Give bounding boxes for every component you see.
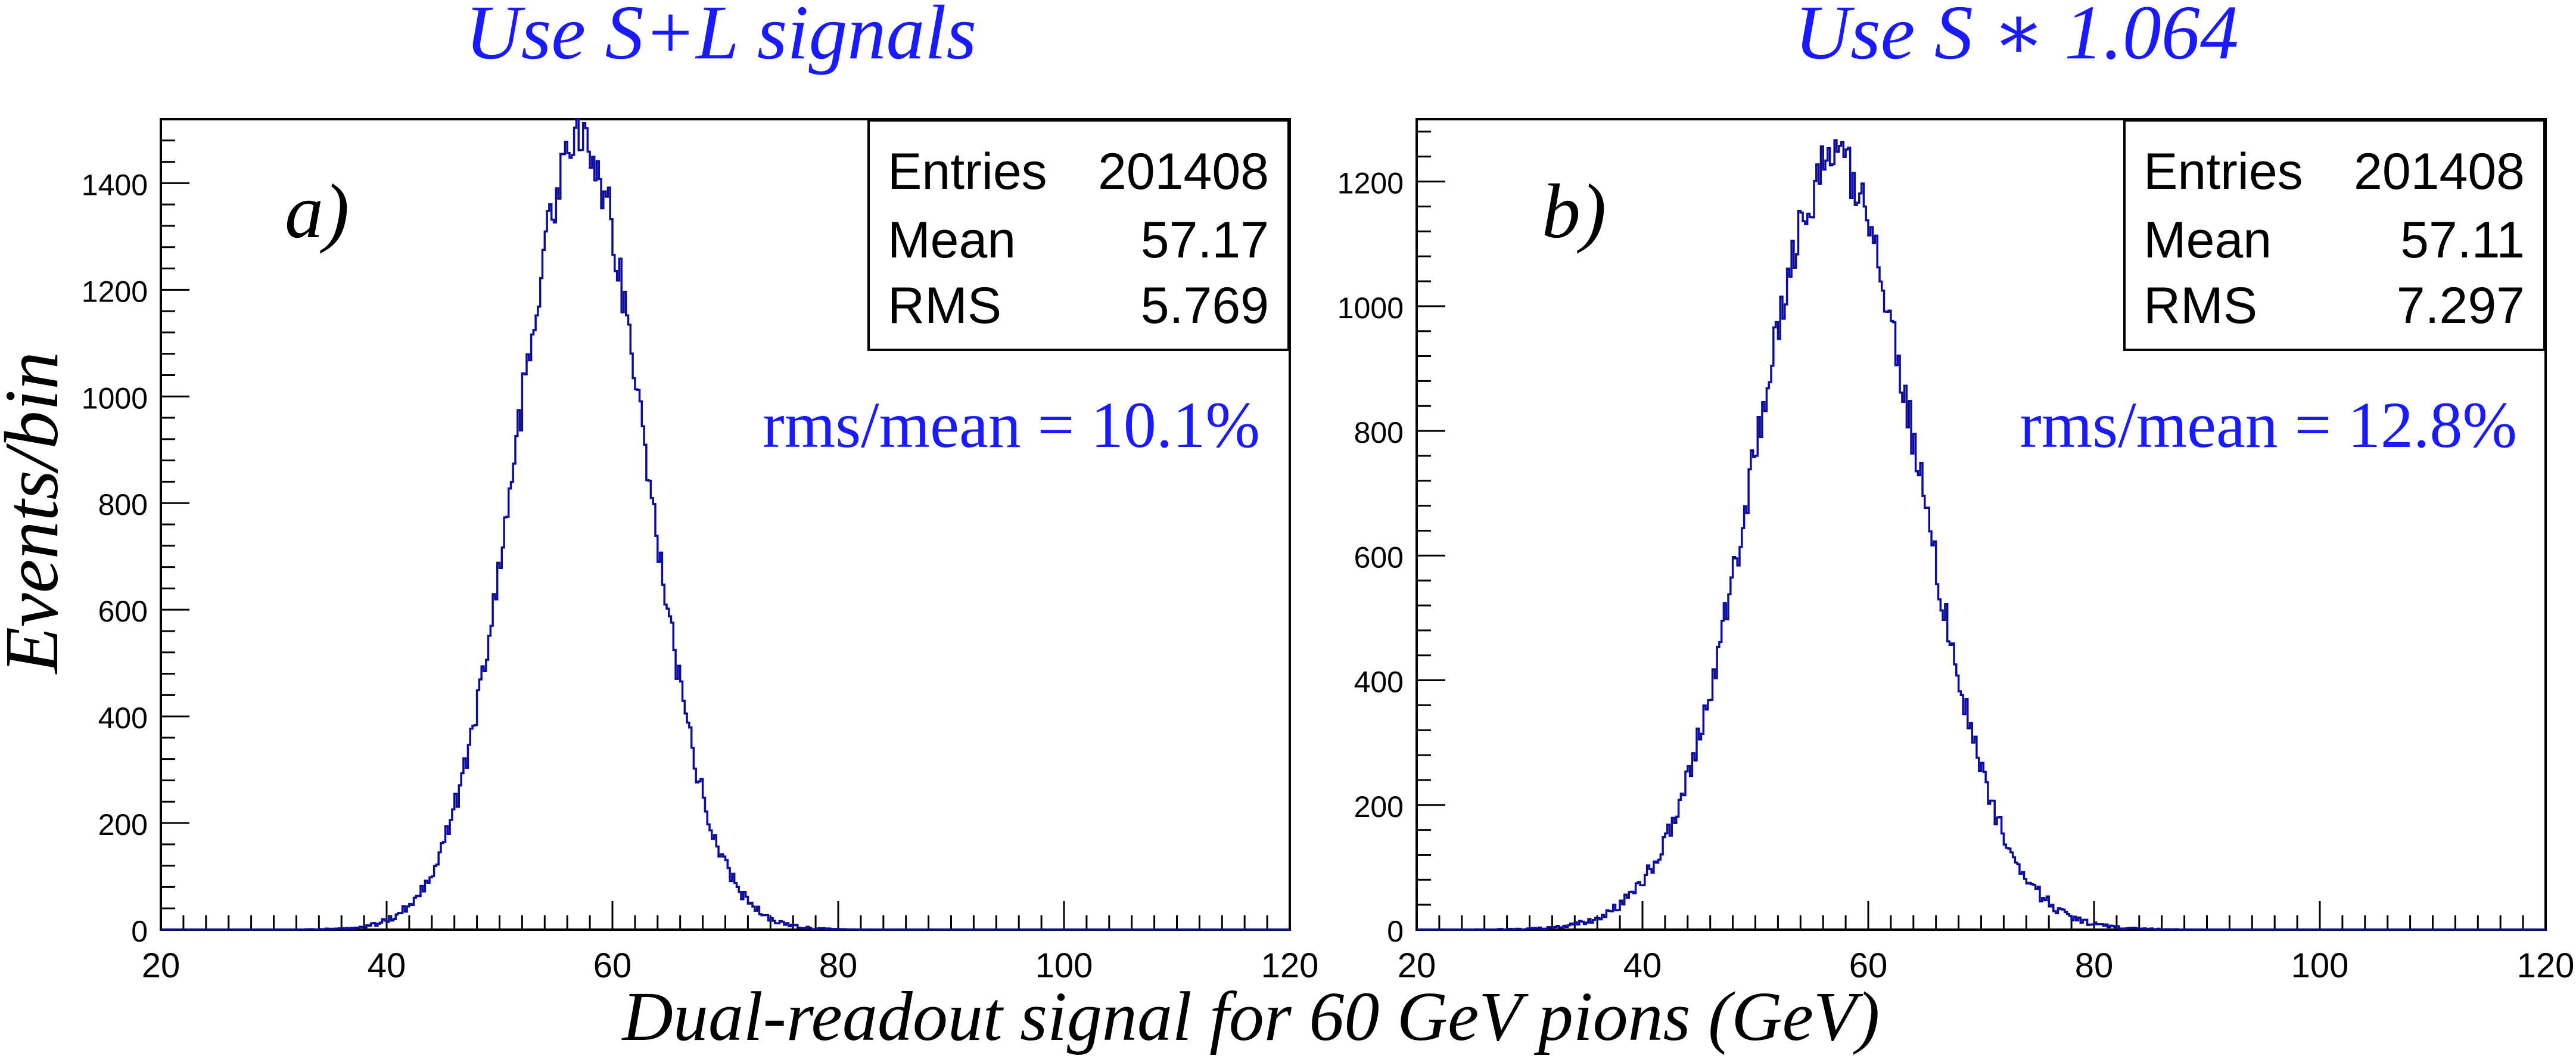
panel-a-x-tick-label: 40 [368,946,406,985]
panel-a-title: Use S+L signals [465,0,976,76]
panel-a-x-tick-label: 20 [142,946,181,985]
panel-b-stat-value: 7.297 [2397,277,2525,334]
panel-b-stat-label: RMS [2143,277,2257,334]
panel-a-x-tick-label: 60 [593,946,632,985]
panel-b-stat-value: 201408 [2354,143,2525,200]
panel-a-y-tick-label: 1200 [82,275,148,308]
panel-a-y-tick-label: 0 [131,915,148,948]
panel-b-stat-value: 57.11 [2400,212,2525,269]
panel-a-stats-frame [867,119,1290,351]
panel-b-x-tick-label: 20 [1398,946,1436,985]
panel-a-x-ticks: 20 40 60 80 100 120 [142,901,1319,985]
panel-a-stat-value: 5.769 [1141,277,1269,334]
panel-a-y-tick-label: 1000 [82,381,148,415]
panel-a-x-tick-label: 80 [819,946,858,985]
panel-b-x-tick-label: 80 [2075,946,2114,985]
panel-a-stat-label: Mean [888,212,1016,269]
panel-a-stat-value: 57.17 [1141,212,1269,269]
panel-b-x-tick-label: 120 [2517,946,2575,985]
panel-a-y-tick-label: 1400 [82,168,148,201]
panel-a-stat-label: RMS [888,277,1001,334]
panel-a-rms-annotation: rms/mean = 10.1% [763,389,1260,461]
panel-a-histogram-line [161,118,1290,931]
panel-b-y-tick-label: 800 [1354,416,1404,449]
panel-b-histogram-line [1417,139,2546,931]
panel-a-x-tick-label: 100 [1035,946,1093,985]
y-axis-label: Events/bin [0,352,74,675]
panel-b-title: Use S ∗ 1.064 [1794,0,2239,76]
panel-a-y-tick-label: 200 [98,808,148,841]
panel-b-stat-label: Entries [2143,143,2303,200]
panel-b-rms-annotation: rms/mean = 12.8% [2020,389,2517,461]
panel-b-x-tick-label: 40 [1623,946,1662,985]
panel-b-y-tick-label: 400 [1354,666,1404,699]
panel-b-y-tick-label: 1000 [1337,291,1404,325]
panel-a-y-tick-label: 600 [98,595,148,628]
panel-b-x-tick-label: 100 [2291,946,2349,985]
panel-b: Use S ∗ 1.064 20 40 60 80 100 120 0 200 400 600 8… [1337,0,2575,985]
x-axis-label: Dual-readout signal for 60 GeV pions (Ge… [621,977,1880,1055]
panel-b-stat-label: Mean [2143,212,2272,269]
panel-a-y-ticks: 0 200 400 600 800 1000 1200 1400 [82,118,189,948]
panel-a-y-tick-label: 400 [98,701,148,735]
panel-b-x-ticks: 20 40 60 80 100 120 [1398,901,2575,985]
panel-a-stat-value: 201408 [1098,143,1269,200]
panel-b-x-tick-label: 60 [1849,946,1888,985]
panel-b-y-tick-label: 600 [1354,541,1404,574]
panel-b-label: b) [1542,169,1606,254]
panel-b-y-ticks: 0 200 400 600 800 1000 1200 [1337,131,1445,948]
panel-a-stat-label: Entries [888,143,1047,200]
panel-b-stats-box: Entries 201408 Mean 57.11 RMS 7.297 [2123,119,2546,351]
panel-b-y-tick-label: 200 [1354,790,1404,824]
panel-a-x-tick-label: 120 [1261,946,1319,985]
panel-b-y-tick-label: 1200 [1337,167,1404,200]
panel-b-y-tick-label: 0 [1387,915,1404,948]
panel-a-y-tick-label: 800 [98,488,148,521]
panel-a-stats-box: Entries 201408 Mean 57.17 RMS 5.769 [867,119,1290,351]
panel-a-label: a) [285,169,349,254]
panel-b-stats-frame [2123,119,2546,351]
panel-a: Use S+L signals 20 40 60 80 100 120 0 200 400 60… [82,0,1319,985]
